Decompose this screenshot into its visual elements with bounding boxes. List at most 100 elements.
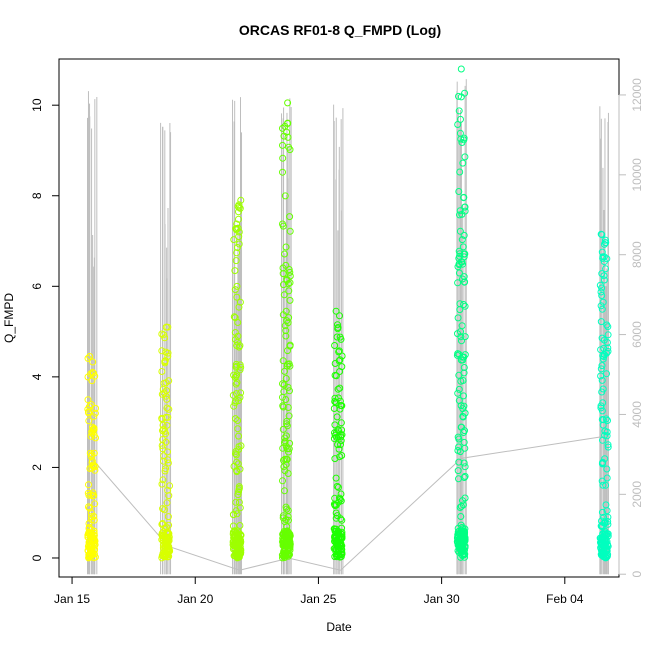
data-point — [233, 467, 241, 475]
data-point — [229, 511, 237, 519]
data-point — [598, 231, 606, 239]
data-point — [598, 508, 606, 516]
data-point — [604, 441, 612, 449]
data-point — [164, 459, 172, 467]
x-axis: Jan 15 Jan 20 Jan 25 Jan 30 Feb 04 — [54, 576, 584, 606]
data-point — [333, 482, 341, 490]
data-point — [160, 552, 168, 560]
data-point — [455, 548, 463, 556]
data-point — [331, 431, 339, 439]
data-point — [233, 244, 241, 251]
data-point — [455, 261, 463, 269]
data-point — [85, 481, 92, 489]
data-point — [454, 467, 462, 475]
data-point — [91, 372, 99, 380]
data-point — [603, 507, 611, 515]
secondary-y-axis: 0 2000 4000 6000 8000 10000 12000 — [618, 78, 644, 578]
data-point — [284, 99, 292, 107]
data-point — [89, 489, 97, 497]
data-point — [336, 453, 344, 461]
data-point — [601, 529, 609, 537]
data-point — [159, 421, 167, 429]
data-point — [233, 220, 241, 228]
data-point — [279, 264, 287, 272]
data-point — [599, 436, 606, 444]
data-point — [461, 463, 469, 471]
data-point — [285, 287, 293, 295]
data-point — [333, 413, 341, 421]
data-point — [604, 417, 611, 424]
data-point — [279, 141, 286, 149]
data-point — [235, 484, 243, 492]
data-point — [92, 434, 99, 442]
data-point — [461, 278, 469, 286]
data-point — [602, 481, 610, 489]
data-point — [454, 389, 462, 397]
data-point — [598, 459, 606, 467]
data-point — [598, 292, 606, 299]
data-point — [457, 65, 465, 73]
data-point — [338, 402, 346, 410]
data-point — [601, 236, 609, 244]
data-point — [159, 476, 167, 484]
data-point — [336, 405, 344, 413]
data-point — [282, 243, 290, 251]
data-point — [280, 281, 287, 289]
data-point — [165, 543, 173, 551]
data-point — [599, 399, 607, 407]
data-point — [84, 354, 92, 362]
data-point — [161, 334, 169, 342]
data-point — [236, 465, 244, 473]
data-point — [459, 159, 467, 167]
data-point — [336, 312, 343, 320]
data-point — [232, 498, 240, 506]
data-point — [337, 515, 345, 523]
data-point — [233, 293, 241, 301]
data-point — [232, 447, 240, 455]
data-point — [461, 153, 469, 161]
data-point — [230, 236, 238, 244]
data-point — [599, 253, 607, 261]
data-point — [234, 338, 241, 346]
data-point — [461, 333, 469, 341]
data-point — [85, 503, 92, 511]
chart-title: ORCAS RF01-8 Q_FMPD (Log) — [239, 22, 441, 38]
data-point — [455, 247, 463, 255]
x-tick-label: Jan 25 — [300, 592, 336, 606]
data-point — [91, 409, 99, 417]
data-point — [234, 491, 242, 499]
data-point — [461, 203, 469, 211]
data-point — [457, 539, 464, 547]
data-point — [162, 348, 170, 356]
data-point — [286, 227, 294, 235]
data-point — [281, 434, 289, 442]
data-point — [458, 139, 466, 146]
data-point — [332, 307, 340, 315]
data-point — [333, 543, 341, 551]
data-point — [235, 228, 243, 236]
data-point — [158, 368, 166, 375]
data-point — [279, 220, 286, 228]
data-point — [285, 280, 292, 288]
data-point — [454, 433, 462, 441]
y2-tick-label: 4000 — [630, 401, 644, 428]
data-point — [284, 119, 292, 127]
data-point — [455, 475, 462, 483]
data-point — [332, 474, 340, 482]
data-point — [279, 393, 286, 401]
data-point — [164, 486, 172, 494]
data-point — [231, 267, 239, 275]
data-point — [279, 425, 287, 433]
data-point — [282, 332, 290, 340]
data-point — [283, 523, 291, 531]
data-point — [460, 528, 468, 536]
data-point — [334, 547, 342, 555]
data-point — [334, 385, 342, 393]
data-point — [281, 250, 288, 258]
data-point — [335, 535, 343, 543]
data-point — [457, 513, 465, 520]
data-point — [166, 547, 174, 555]
data-point — [454, 447, 462, 454]
data-point — [283, 417, 291, 425]
data-point — [88, 544, 95, 552]
